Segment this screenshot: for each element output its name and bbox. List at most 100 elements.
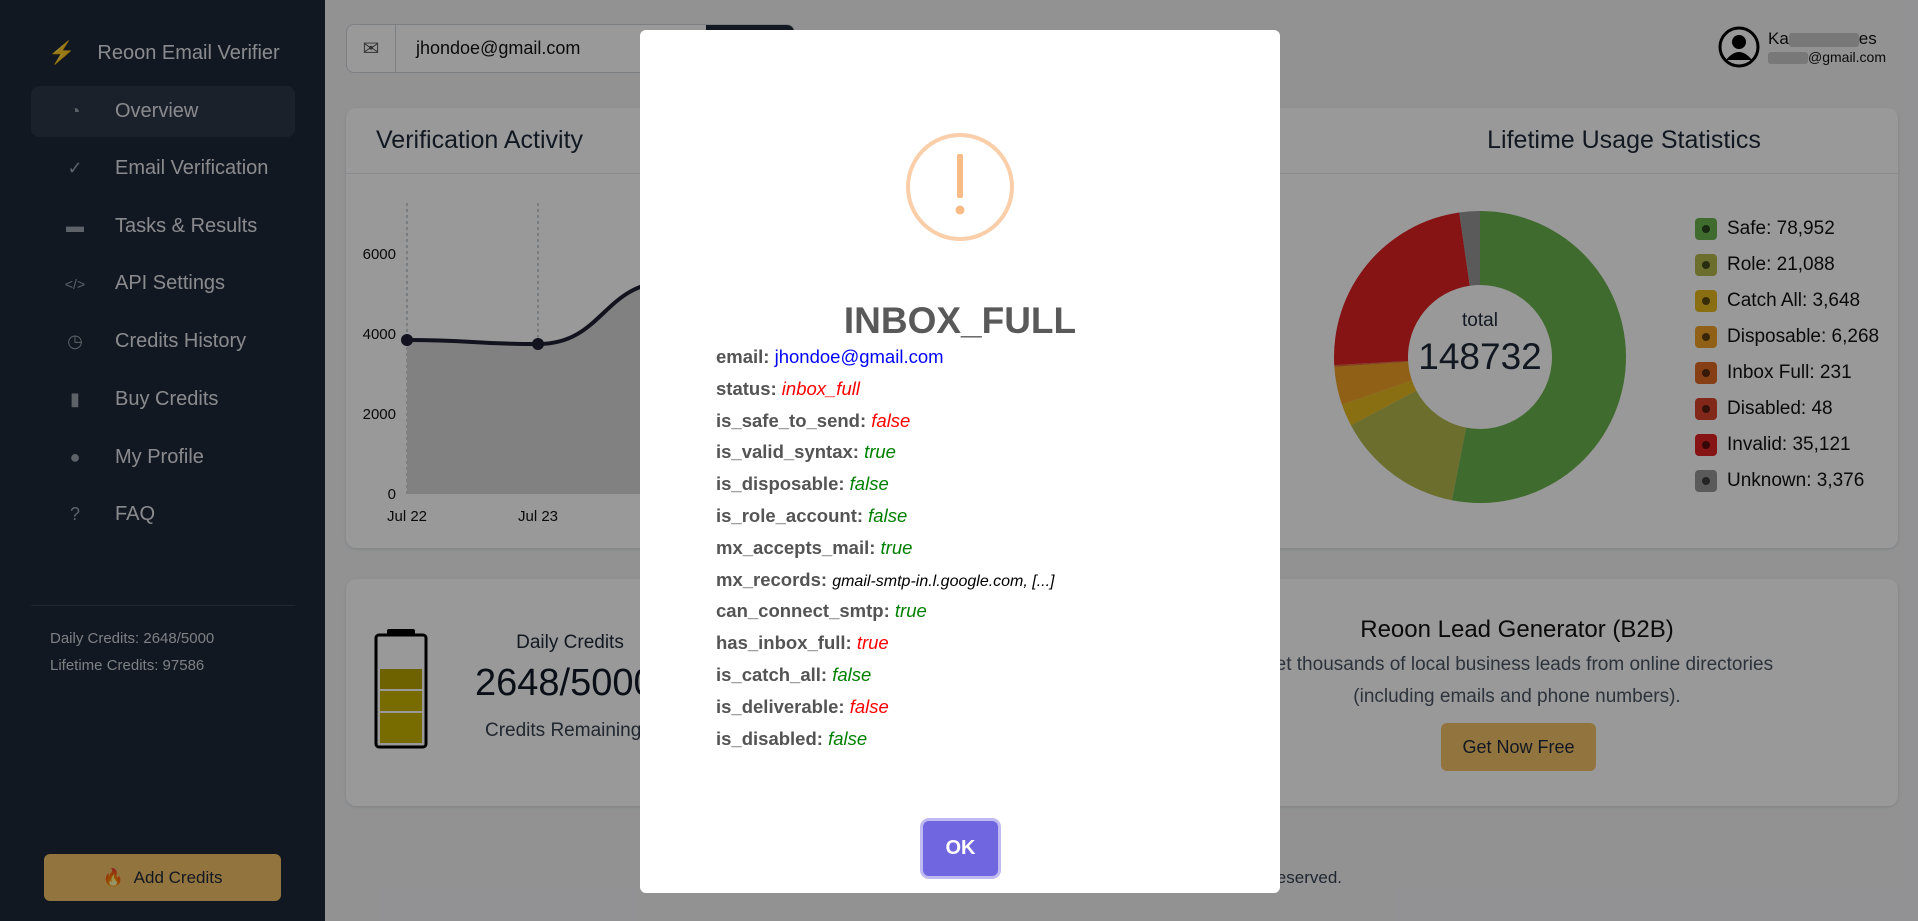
nav-label: Tasks & Results <box>115 215 258 237</box>
sidebar-item-overview[interactable]: ◔ Overview <box>31 86 295 137</box>
result-field: status: inbox_full <box>716 378 860 400</box>
user-menu[interactable]: Ka es @gmail.com <box>1718 26 1886 68</box>
brand[interactable]: ⚡ Reoon Email Verifier <box>48 40 280 66</box>
history-icon: ◷ <box>67 331 83 351</box>
field-value: jhondoe@gmail.com <box>774 346 944 367</box>
result-field: is_safe_to_send: false <box>716 410 910 432</box>
legend-item[interactable]: Inbox Full: 231 <box>1695 362 1852 384</box>
result-field: has_inbox_full: true <box>716 632 889 654</box>
card-title: Verification Activity <box>376 126 584 154</box>
result-field: can_connect_smtp: true <box>716 600 927 622</box>
get-now-free-button[interactable]: Get Now Free <box>1441 723 1596 771</box>
area-fill <box>407 282 669 494</box>
donut-slice-catch-all[interactable] <box>1341 380 1417 426</box>
legend-item[interactable]: Catch All: 3,648 <box>1695 290 1860 312</box>
daily-credits-title: Daily Credits <box>516 632 624 653</box>
legend-swatch <box>1695 470 1717 492</box>
result-field: is_disposable: false <box>716 473 889 495</box>
add-credits-button[interactable]: 🔥 Add Credits <box>44 854 281 901</box>
result-field: is_catch_all: false <box>716 664 871 686</box>
legend-label: Catch All: 3,648 <box>1727 290 1861 311</box>
sidebar-item-buy-credits[interactable]: ▮ Buy Credits <box>31 374 295 425</box>
battery-fill-segment <box>380 691 422 711</box>
donut-slice-invalid[interactable] <box>1334 212 1470 366</box>
nav-label: Email Verification <box>115 157 269 179</box>
field-key: is_deliverable: <box>716 695 845 717</box>
sidebar-item-faq[interactable]: ? FAQ <box>31 489 295 540</box>
field-value: false <box>832 664 872 685</box>
result-field: email: jhondoe@gmail.com <box>716 346 944 368</box>
sidebar-item-api-settings[interactable]: </> API Settings <box>31 258 295 309</box>
nav-label: My Profile <box>115 446 204 468</box>
code-icon: </> <box>64 275 86 292</box>
sidebar-item-tasks-results[interactable]: ▬ Tasks & Results <box>31 201 295 252</box>
email-input[interactable]: jhondoe@gmail.com <box>416 38 581 58</box>
battery-fill-segment <box>380 713 422 743</box>
sidebar-item-credits-history[interactable]: ◷ Credits History <box>31 316 295 367</box>
x-tick-label: Jul 22 <box>387 508 427 525</box>
redacted-block <box>1788 32 1859 47</box>
field-value: false <box>868 505 908 526</box>
field-key: is_safe_to_send: <box>716 409 867 431</box>
card-title: Lifetime Usage Statistics <box>1487 126 1761 154</box>
lead-description-2: (including emails and phone numbers). <box>1353 686 1681 707</box>
donut-slice-disposable[interactable] <box>1334 361 1412 405</box>
nav-label: Buy Credits <box>115 388 219 410</box>
field-value: false <box>849 473 889 495</box>
daily-credits-value: 2648/5000 <box>475 662 655 704</box>
legend-label: Inbox Full: 231 <box>1727 362 1852 383</box>
result-field: is_role_account: false <box>716 505 907 527</box>
card-icon: ▬ <box>66 216 84 236</box>
sidebar: ⚡ Reoon Email Verifier ◔ Overview ✓ Email … <box>0 0 325 921</box>
result-dialog: INBOX_FULL email: jhondoe@gmail.com statu… <box>640 30 1280 893</box>
brand-name: Reoon Email Verifier <box>97 41 280 64</box>
legend-item[interactable]: Role: 21,088 <box>1695 254 1835 276</box>
lightning-icon: ⚡ <box>48 40 76 65</box>
field-key: is_valid_syntax: <box>716 441 859 463</box>
donut-total-label: total <box>1462 310 1498 331</box>
fire-icon: 🔥 <box>102 867 124 887</box>
field-value: false <box>849 695 889 717</box>
ok-button[interactable]: OK <box>923 821 998 876</box>
legend-swatch <box>1695 398 1717 420</box>
field-value: true <box>894 600 927 622</box>
y-tick-label: 4000 <box>363 326 396 343</box>
x-tick-label: Jul 23 <box>518 508 558 525</box>
legend-swatch <box>1695 218 1717 240</box>
field-value: false <box>828 727 868 749</box>
donut-slice-disabled[interactable] <box>1334 360 1409 366</box>
legend-item[interactable]: Safe: 78,952 <box>1695 218 1835 240</box>
legend-item[interactable]: Unknown: 3,376 <box>1695 470 1864 492</box>
field-key: mx_accepts_mail: <box>716 536 876 558</box>
data-point <box>532 338 544 350</box>
field-value: inbox_full <box>781 377 860 399</box>
warning-icon <box>906 133 1014 241</box>
donut-slice-inbox-full[interactable] <box>1334 361 1409 367</box>
result-field: is_deliverable: false <box>716 696 889 718</box>
field-key: is_role_account: <box>716 505 864 526</box>
donut-slice-role[interactable] <box>1350 390 1467 501</box>
legend-item[interactable]: Disabled: 48 <box>1695 398 1833 420</box>
result-field: is_valid_syntax: true <box>716 441 896 463</box>
data-point <box>401 334 413 346</box>
sidebar-item-email-verification[interactable]: ✓ Email Verification <box>31 143 295 194</box>
donut-slice-safe[interactable] <box>1451 211 1626 503</box>
field-key: email: <box>716 346 770 367</box>
field-key: can_connect_smtp: <box>716 600 890 622</box>
legend-swatch <box>1695 290 1717 312</box>
avatar-icon <box>1718 26 1760 68</box>
credits-remaining-label: Credits Remaining <box>485 720 642 741</box>
legend-item[interactable]: Invalid: 35,121 <box>1695 434 1851 456</box>
legend-swatch <box>1695 254 1717 276</box>
donut-slice-unknown[interactable] <box>1459 211 1480 286</box>
user-email: @gmail.com <box>1768 49 1886 65</box>
nav-label: Credits History <box>115 330 247 352</box>
battery-icon <box>374 629 428 749</box>
legend-label: Disposable: 6,268 <box>1727 326 1880 347</box>
legend-item[interactable]: Disposable: 6,268 <box>1695 326 1879 348</box>
dialog-title: INBOX_FULL <box>843 300 1077 341</box>
field-key: is_disposable: <box>716 473 845 495</box>
legend-label: Invalid: 35,121 <box>1727 434 1851 455</box>
sidebar-item-my-profile[interactable]: ● My Profile <box>31 432 295 483</box>
